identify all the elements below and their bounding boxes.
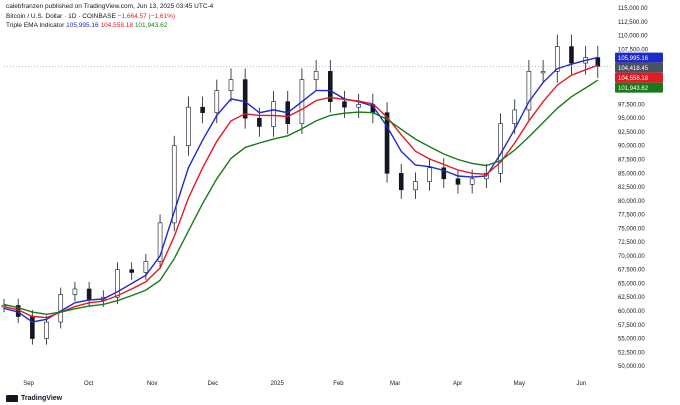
- y-tick-label-10: 90,000.00: [618, 144, 645, 150]
- candle-body-22: [313, 71, 319, 80]
- candle-body-37: [526, 71, 532, 111]
- candle-body-11: [157, 222, 163, 262]
- x-tick-label-4: 2025: [270, 381, 284, 387]
- candle-body-32: [455, 178, 461, 185]
- y-tick-label-14: 80,000.00: [618, 199, 645, 205]
- candle-body-6: [86, 288, 92, 301]
- candle-body-30: [427, 167, 432, 182]
- y-tick-label-20: 65,000.00: [618, 281, 645, 287]
- y-tick-label-18: 70,000.00: [618, 254, 645, 260]
- ema-mid-badge: [615, 72, 663, 83]
- tradingview-logo-icon: [6, 395, 18, 402]
- tradingview-logo-text: TradingView: [21, 395, 63, 402]
- candle-body-16: [228, 79, 234, 91]
- candle-body-31: [441, 167, 447, 180]
- y-tick-label-7: 97,500.00: [618, 102, 645, 108]
- candle-body-33: [469, 178, 475, 185]
- ema-fast-line: [3, 56, 598, 323]
- candle-body-18: [257, 117, 262, 127]
- y-tick-label-3: 107,500.00: [618, 47, 649, 53]
- candle-body-14: [200, 106, 205, 113]
- candle-body-27: [384, 112, 390, 174]
- x-tick-label-5: Feb: [333, 381, 344, 387]
- tradingview-logo[interactable]: TradingView: [6, 395, 62, 402]
- indicator-name: Triple EMA Indicator: [6, 22, 65, 29]
- candle-body-10: [143, 261, 149, 273]
- y-tick-label-13: 82,500.00: [618, 185, 645, 191]
- x-tick-label-1: Oct: [84, 381, 94, 387]
- symbol-name: Bitcoin / U.S. Dollar · 1D · COINBASE: [6, 13, 116, 20]
- candle-body-24: [342, 101, 347, 108]
- ema-slow-value: 101,943.62: [134, 22, 168, 29]
- candle-body-35: [498, 123, 503, 174]
- ema-mid-line: [3, 64, 599, 319]
- ema-fast-value: 105,995.16: [66, 22, 99, 29]
- ema-slow-line: [3, 79, 599, 316]
- candle-body-12: [171, 145, 177, 224]
- publisher-caption: calebfranzen published on TradingView.co…: [6, 3, 214, 10]
- x-tick-label-7: Apr: [453, 381, 462, 387]
- y-tick-label-17: 72,500.00: [618, 240, 645, 246]
- x-tick-label-8: May: [514, 381, 525, 387]
- ema-fast-badge: [615, 52, 663, 63]
- y-tick-label-19: 67,500.00: [618, 268, 645, 274]
- y-tick-label-24: 55,000.00: [618, 337, 645, 343]
- y-tick-label-11: 87,500.00: [618, 158, 645, 164]
- candle-body-25: [356, 104, 361, 108]
- candle-body-40: [569, 46, 574, 64]
- ema-mid-badge-text: 104,558.18: [618, 76, 649, 82]
- candle-body-36: [512, 109, 518, 124]
- ema-slow-badge-text: 101,943.62: [618, 86, 649, 92]
- y-tick-label-8: 95,000.00: [618, 116, 645, 122]
- candle-body-42: [595, 57, 601, 67]
- x-tick-label-0: Sep: [23, 381, 34, 387]
- candle-body-2: [30, 316, 35, 339]
- candle-body-13: [186, 106, 191, 147]
- y-tick-label-25: 52,500.00: [618, 350, 645, 356]
- y-tick-label-15: 77,500.00: [618, 213, 645, 219]
- candle-body-15: [214, 90, 220, 113]
- y-tick-label-0: 115,000.00: [618, 6, 648, 12]
- y-tick-label-1: 112,500.00: [618, 20, 648, 26]
- candle-body-8: [115, 269, 120, 298]
- y-tick-label-23: 57,500.00: [618, 323, 645, 329]
- candle-body-28: [398, 172, 404, 191]
- y-tick-label-21: 62,500.00: [618, 295, 645, 301]
- last-price-badge-text: 104,418.45: [618, 66, 649, 72]
- candle-body-39: [554, 46, 560, 72]
- candle-body-17: [242, 79, 248, 119]
- y-tick-label-16: 75,000.00: [618, 226, 645, 232]
- candle-body-23: [327, 71, 333, 102]
- candle-body-5: [72, 288, 78, 295]
- last-price-badge: [615, 62, 663, 73]
- x-tick-label-2: Nov: [147, 381, 158, 387]
- ema-slow-badge: [615, 82, 663, 93]
- y-tick-label-12: 85,000.00: [618, 171, 645, 177]
- y-tick-label-9: 92,500.00: [618, 130, 645, 136]
- candle-body-3: [44, 321, 49, 339]
- x-tick-label-9: Jun: [576, 381, 586, 387]
- x-tick-label-3: Dec: [208, 381, 219, 387]
- y-tick-label-26: 50,000.00: [618, 364, 645, 370]
- y-tick-label-22: 60,000.00: [618, 309, 645, 315]
- candle-body-9: [129, 269, 134, 273]
- price-change: −1,664.57 (−1.61%): [117, 13, 176, 20]
- candle-body-19: [271, 101, 276, 127]
- indicator-legend[interactable]: Triple EMA Indicator 105,995.16 104,558.…: [6, 22, 167, 29]
- candle-body-29: [413, 181, 418, 191]
- candle-body-38: [540, 71, 546, 74]
- y-tick-label-2: 110,000.00: [618, 34, 648, 40]
- candle-body-4: [58, 294, 64, 323]
- ema-mid-value: 104,558.18: [100, 22, 133, 29]
- x-tick-label-6: Mar: [390, 381, 400, 387]
- ema-fast-badge-text: 105,995.16: [618, 56, 649, 62]
- symbol-legend[interactable]: Bitcoin / U.S. Dollar · 1D · COINBASE −1…: [6, 13, 175, 20]
